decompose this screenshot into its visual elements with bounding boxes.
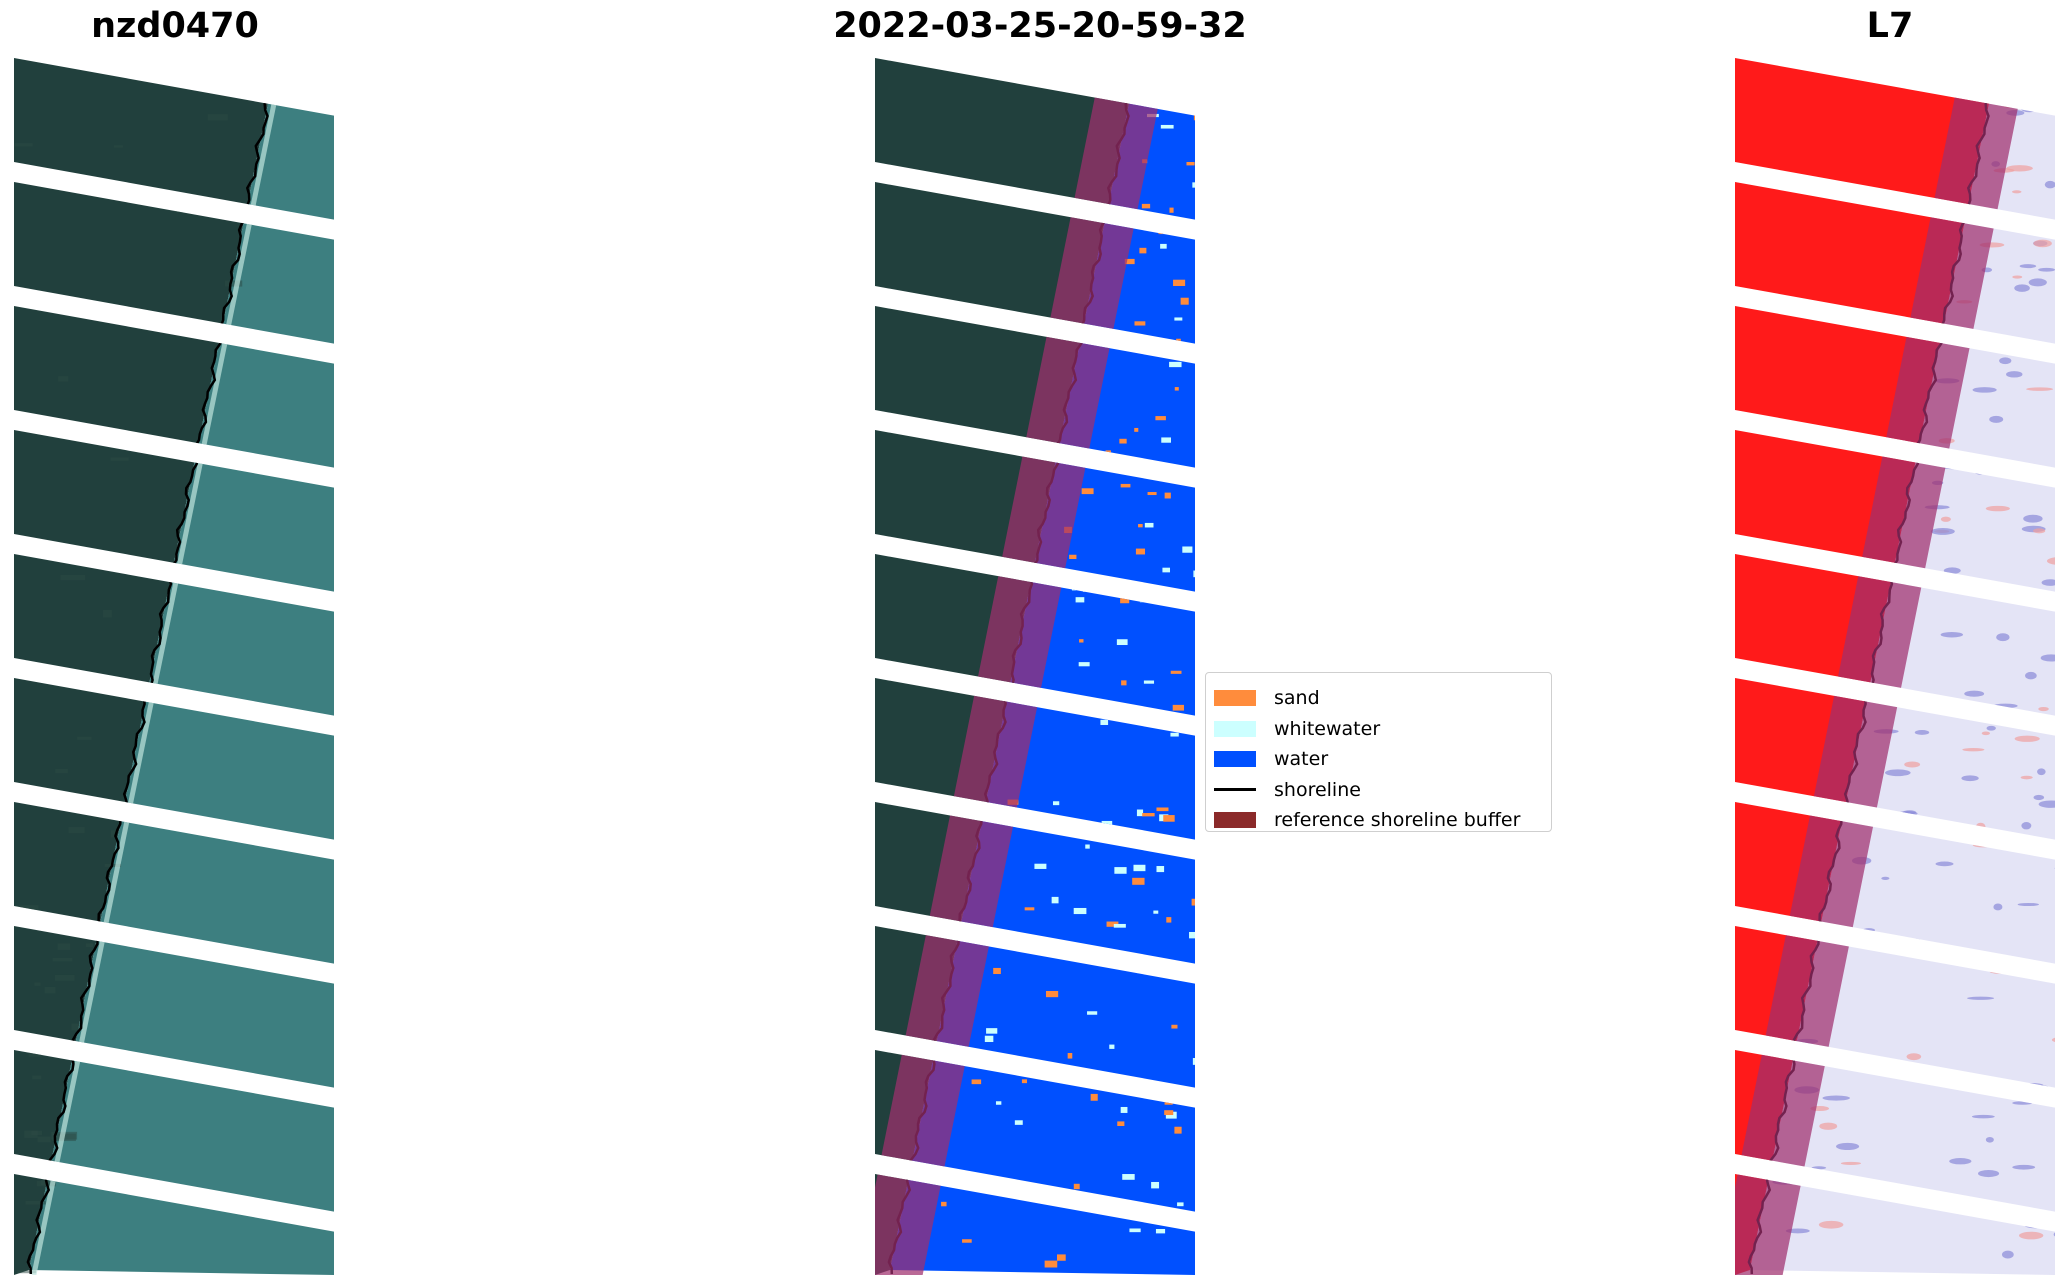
legend: sand whitewater water shoreline referenc… bbox=[1205, 672, 1552, 832]
rgb-panel-title: nzd0470 bbox=[91, 6, 259, 46]
legend-item-shoreline: shoreline bbox=[1214, 775, 1551, 806]
legend-swatch-sand bbox=[1214, 690, 1256, 707]
legend-swatch-buffer bbox=[1214, 812, 1256, 829]
legend-label-whitewater: whitewater bbox=[1274, 717, 1381, 740]
legend-swatch-water bbox=[1214, 751, 1256, 768]
legend-line-shoreline bbox=[1214, 788, 1256, 792]
legend-swatch-whitewater bbox=[1214, 720, 1256, 737]
classified-panel-title: 2022-03-25-20-59-32 bbox=[833, 6, 1247, 46]
surf-zone bbox=[31, 58, 288, 1275]
index-buffer bbox=[1735, 58, 2029, 1275]
classified-image-panel bbox=[875, 58, 1195, 1275]
rgb-land bbox=[14, 58, 279, 1275]
rgb-shoreline bbox=[26, 58, 281, 1275]
legend-item-whitewater: whitewater bbox=[1214, 714, 1551, 745]
index-panel-title: L7 bbox=[1866, 6, 1914, 46]
legend-item-water: water bbox=[1214, 744, 1551, 775]
legend-item-sand: sand bbox=[1214, 683, 1551, 714]
class-buffer bbox=[875, 58, 1169, 1275]
water-index-panel bbox=[1735, 58, 2055, 1275]
legend-item-buffer: reference shoreline buffer bbox=[1214, 805, 1551, 836]
rgb-image-panel bbox=[14, 58, 334, 1275]
legend-label-shoreline: shoreline bbox=[1274, 778, 1361, 801]
legend-label-buffer: reference shoreline buffer bbox=[1274, 809, 1521, 832]
legend-label-water: water bbox=[1274, 748, 1329, 771]
legend-label-sand: sand bbox=[1274, 687, 1320, 710]
